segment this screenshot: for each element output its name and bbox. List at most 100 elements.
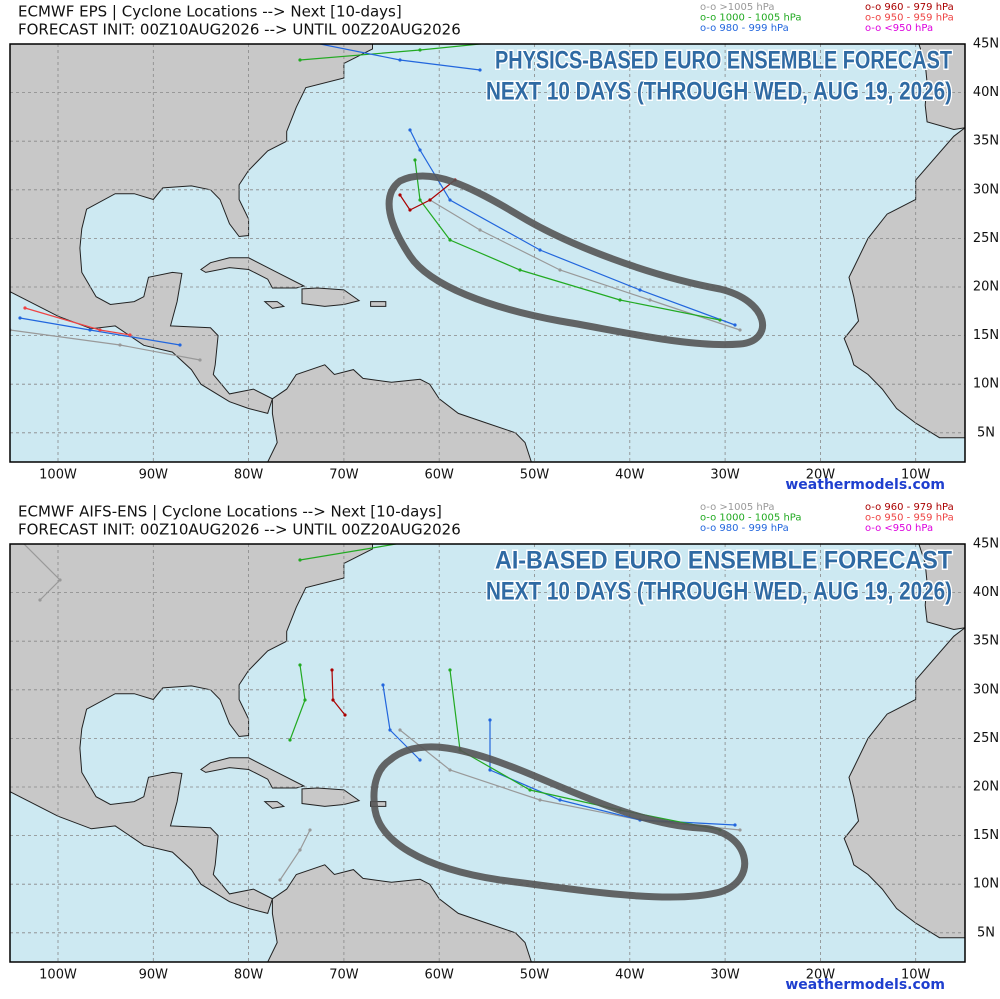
lon-label: 50W xyxy=(520,468,550,483)
track-point xyxy=(381,683,385,687)
track-point xyxy=(398,58,402,62)
legend-entry: o-o >1005 hPa xyxy=(700,502,774,513)
track-point xyxy=(23,306,27,310)
track-point xyxy=(638,288,642,292)
legend-entry: o-o 980 - 999 hPa xyxy=(700,23,789,34)
lat-label: 45N xyxy=(973,37,999,52)
track-point xyxy=(733,323,737,327)
track-point xyxy=(733,823,737,827)
track-point xyxy=(298,848,302,852)
track-point xyxy=(413,158,417,162)
track-point xyxy=(518,268,522,272)
lon-label: 50W xyxy=(520,968,550,983)
land xyxy=(918,544,965,631)
track-point xyxy=(18,538,21,541)
track-point xyxy=(118,343,122,347)
track-point xyxy=(298,38,301,41)
land xyxy=(918,44,965,131)
lat-label: 30N xyxy=(973,682,999,697)
panel-title: ECMWF EPS | Cyclone Locations --> Next [… xyxy=(18,3,402,21)
land xyxy=(199,757,306,789)
track-point xyxy=(538,798,542,802)
track-point xyxy=(478,228,482,232)
lat-label: 25N xyxy=(973,231,999,246)
track-point xyxy=(418,48,422,52)
track-point xyxy=(528,788,532,792)
lon-label: 90W xyxy=(139,968,169,983)
track-point xyxy=(428,198,432,202)
track-point xyxy=(178,343,182,347)
lat-label: 35N xyxy=(973,634,999,649)
lon-label: 80W xyxy=(234,968,264,983)
track-point xyxy=(343,713,347,717)
legend-entry: o-o <950 hPa xyxy=(865,523,933,534)
track-point xyxy=(38,598,42,602)
lon-label: 100W xyxy=(39,968,77,983)
track-point xyxy=(408,208,412,212)
land xyxy=(199,257,306,289)
lon-label: 40W xyxy=(615,468,645,483)
track-point xyxy=(448,668,452,672)
track-point xyxy=(648,298,652,302)
storm-track xyxy=(409,129,736,326)
lat-label: 10N xyxy=(973,377,999,392)
lat-label: 45N xyxy=(973,537,999,552)
lon-label: 20W xyxy=(806,468,836,483)
overlay-text: AI-BASED EURO ENSEMBLE FORECAST xyxy=(495,547,952,575)
track-point xyxy=(398,193,402,197)
lon-label: 100W xyxy=(39,468,77,483)
track-point xyxy=(738,328,742,332)
track-point xyxy=(418,538,421,541)
legend-entry: o-o 950 - 959 hPa xyxy=(865,513,954,524)
lon-label: 90W xyxy=(139,468,169,483)
lat-label: 40N xyxy=(973,85,999,100)
overlay-text: NEXT 10 DAYS (THROUGH WED, AUG 19, 2026) xyxy=(486,578,952,606)
legend-entry: o-o 1000 - 1005 hPa xyxy=(700,13,801,24)
lat-label: 5N xyxy=(977,925,995,940)
track-point xyxy=(418,148,422,152)
lat-label: 20N xyxy=(973,280,999,295)
track-point xyxy=(558,798,562,802)
storm-track xyxy=(299,544,400,561)
lon-label: 10W xyxy=(901,468,931,483)
land xyxy=(10,544,373,915)
track-point xyxy=(303,698,307,702)
track-point xyxy=(330,668,334,672)
storm-track xyxy=(399,179,456,211)
track-point xyxy=(198,358,202,362)
track-point xyxy=(88,328,92,332)
lon-label: 40W xyxy=(615,968,645,983)
track-point xyxy=(388,728,392,732)
panel-subtitle: FORECAST INIT: 00Z10AUG2026 --> UNTIL 00… xyxy=(18,21,461,39)
track-point xyxy=(98,328,102,332)
lat-label: 25N xyxy=(973,731,999,746)
track-point xyxy=(18,316,22,320)
track-point xyxy=(478,68,482,72)
track-point xyxy=(308,828,312,832)
track-point xyxy=(538,248,542,252)
track-point xyxy=(128,333,132,337)
track-point xyxy=(418,758,422,762)
track-point xyxy=(418,198,422,202)
track-point xyxy=(518,38,521,41)
track-point xyxy=(298,58,302,62)
map-frame xyxy=(9,43,966,463)
map-frame xyxy=(9,543,966,963)
lon-label: 20W xyxy=(806,968,836,983)
land xyxy=(263,801,286,809)
lon-label: 60W xyxy=(424,468,454,483)
land xyxy=(843,627,965,939)
legend-entry: o-o 960 - 979 hPa xyxy=(865,2,954,13)
track-point xyxy=(408,128,412,132)
lon-label: 30W xyxy=(710,968,740,983)
land xyxy=(263,301,286,309)
panel-subtitle: FORECAST INIT: 00Z10AUG2026 --> UNTIL 00… xyxy=(18,521,461,539)
lat-label: 40N xyxy=(973,585,999,600)
lat-label: 10N xyxy=(973,877,999,892)
track-point xyxy=(278,878,282,882)
lon-label: 70W xyxy=(329,468,359,483)
track-point xyxy=(488,768,492,772)
overlay-text: NEXT 10 DAYS (THROUGH WED, AUG 19, 2026) xyxy=(486,78,952,106)
lon-label: 80W xyxy=(234,468,264,483)
